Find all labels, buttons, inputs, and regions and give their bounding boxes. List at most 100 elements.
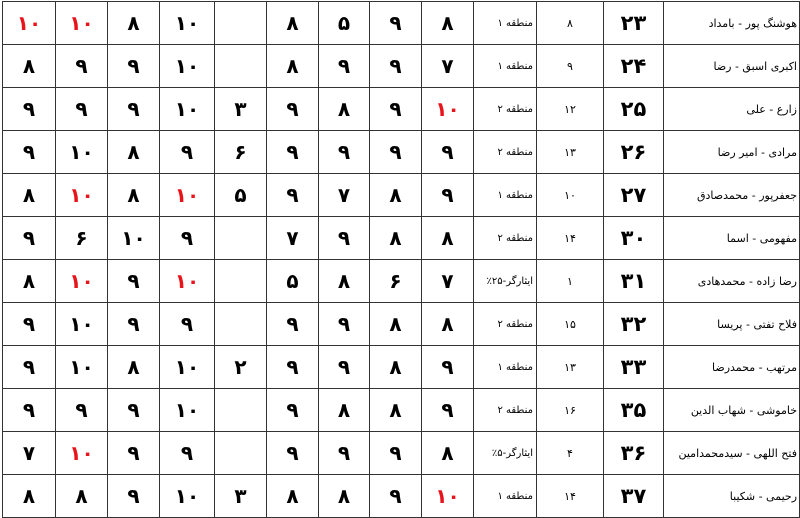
score-cell: ۹ [421,388,474,432]
score-cell: ۹ [55,44,108,88]
score-cell: ۱۰ [55,431,108,475]
table-row: مرتهب - محمدرضا ۳۳ ۱۳ منطقه ۱ ۹ ۸ ۹ ۹ ۲ ۱۰ ۸ ۱۰ ۹ [2,345,800,389]
score-cell: ۸ [107,1,160,45]
score-cell: ۹ [318,216,370,260]
score-cell: ۱۰ [55,173,108,217]
table-row: هوشنگ پور - بامداد ۲۳ ۸ منطقه ۱ ۸ ۹ ۵ ۸ ۱۰ ۸ ۱۰ ۱۰ [2,1,800,45]
student-name: اکبری اسبق - رضا [663,44,800,88]
rank-cell: ۱۶ [536,388,604,432]
student-name: فتح اللهی - سیدمحمدامین [663,431,800,475]
score-cell: ۹ [369,1,422,45]
score-cell: ۸ [266,1,319,45]
score-cell: ۹ [369,474,422,518]
score-cell: ۸ [369,388,422,432]
score-cell: ۹ [369,87,422,131]
score-cell: ۹ [266,173,319,217]
rank-cell: ۱۴ [536,216,604,260]
table-row: فتح اللهی - سیدمحمدامین ۳۶ ۴ ایثارگر-۵٪ ۸ ۹ ۹ ۹… [2,431,800,475]
score-cell: ۹ [159,130,215,174]
region-cell: منطقه ۱ [473,474,537,518]
score-cell: ۹ [2,302,56,346]
rank-cell: ۱۵ [536,302,604,346]
score-cell: ۹ [2,345,56,389]
score-cell: ۵ [214,173,267,217]
score-cell: ۹ [159,302,215,346]
score-cell: ۵ [318,1,370,45]
score-cell: ۹ [266,388,319,432]
score-cell [214,259,267,303]
rank-cell: ۱۴ [536,474,604,518]
score-cell: ۳ [214,474,267,518]
rank-cell: ۱۲ [536,87,604,131]
student-code: ۲۵ [603,87,664,131]
score-cell: ۹ [318,302,370,346]
student-code: ۲۶ [603,130,664,174]
score-cell: ۸ [266,474,319,518]
score-cell: ۲ [214,345,267,389]
region-cell: منطقه ۱ [473,44,537,88]
student-code: ۳۱ [603,259,664,303]
table-row: جعفرپور - محمدصادق ۲۷ ۱۰ منطقه ۱ ۹ ۸ ۷ ۹ ۵ ۱۰ ۸ ۱۰ ۸ [2,173,800,217]
region-cell: منطقه ۱ [473,1,537,45]
score-cell: ۹ [266,302,319,346]
region-cell: منطقه ۲ [473,216,537,260]
score-cell: ۱۰ [55,1,108,45]
score-cell [214,388,267,432]
rank-cell: ۱ [536,259,604,303]
score-cell: ۸ [421,302,474,346]
table-row: اکبری اسبق - رضا ۲۴ ۹ منطقه ۱ ۷ ۹ ۹ ۸ ۱۰ ۹ ۹ ۸ [2,44,800,88]
score-cell: ۸ [421,216,474,260]
student-code: ۲۴ [603,44,664,88]
score-cell: ۱۰ [55,130,108,174]
score-cell: ۸ [2,173,56,217]
score-cell: ۹ [266,87,319,131]
score-cell: ۱۰ [159,259,215,303]
score-cell: ۹ [2,388,56,432]
student-name: هوشنگ پور - بامداد [663,1,800,45]
student-name: مرتهب - محمدرضا [663,345,800,389]
student-name: مفهومی - اسما [663,216,800,260]
score-cell: ۹ [107,302,160,346]
score-cell: ۶ [214,130,267,174]
score-cell: ۸ [2,44,56,88]
region-cell: منطقه ۲ [473,388,537,432]
score-cell: ۸ [2,259,56,303]
score-cell: ۹ [2,216,56,260]
student-code: ۳۶ [603,431,664,475]
score-cell: ۹ [266,345,319,389]
score-cell: ۸ [318,87,370,131]
score-cell: ۳ [214,87,267,131]
score-cell: ۸ [318,388,370,432]
student-code: ۲۳ [603,1,664,45]
score-cell: ۷ [318,173,370,217]
score-cell: ۹ [421,173,474,217]
score-cell: ۸ [369,216,422,260]
score-cell: ۸ [318,259,370,303]
score-cell: ۱۰ [159,44,215,88]
rank-cell: ۱۳ [536,345,604,389]
score-cell: ۸ [369,302,422,346]
score-cell: ۹ [55,388,108,432]
score-cell: ۱۰ [159,173,215,217]
score-cell [214,431,267,475]
score-cell: ۱۰ [55,302,108,346]
score-cell: ۱۰ [421,474,474,518]
student-name: خاموشی - شهاب الدین [663,388,800,432]
score-cell: ۹ [107,431,160,475]
student-name: رحیمی - شکیبا [663,474,800,518]
score-cell [214,216,267,260]
score-cell: ۱۰ [159,87,215,131]
region-cell: منطقه ۱ [473,173,537,217]
score-cell: ۸ [421,431,474,475]
score-cell: ۸ [369,345,422,389]
score-cell: ۹ [107,388,160,432]
score-cell: ۹ [266,130,319,174]
score-cell [214,44,267,88]
score-cell: ۶ [369,259,422,303]
rank-cell: ۱۰ [536,173,604,217]
score-cell: ۱۰ [159,474,215,518]
score-cell: ۸ [266,44,319,88]
student-name: زارع - علی [663,87,800,131]
